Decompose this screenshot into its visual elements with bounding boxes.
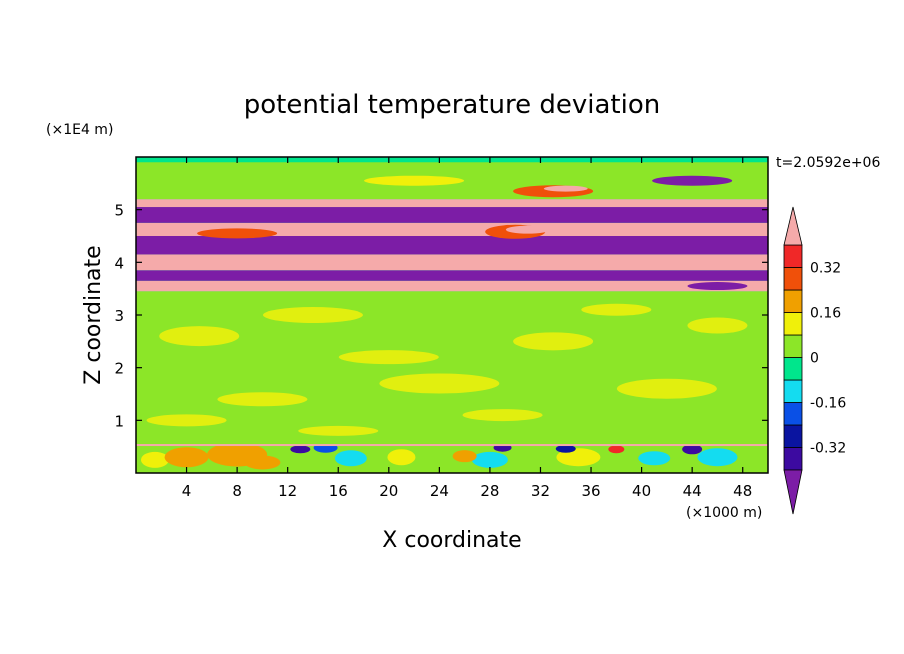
- field-patch: [616, 378, 717, 399]
- x-tick-label: 36: [581, 482, 600, 500]
- field-patch: [687, 317, 748, 334]
- field-patch: [513, 332, 594, 351]
- colorbar-label: -0.16: [810, 396, 846, 412]
- colorbar-box: [783, 312, 803, 336]
- field-feature: [687, 282, 748, 291]
- y-tick-label: 2: [114, 360, 124, 378]
- y-tick-label: 1: [114, 412, 124, 430]
- field-blob: [290, 445, 311, 454]
- colorbar-box: [783, 357, 803, 381]
- field-patch: [159, 326, 240, 347]
- field-patch: [581, 303, 652, 316]
- x-tick-label: 20: [379, 482, 398, 500]
- field-patch: [379, 373, 500, 394]
- field-band: [136, 207, 768, 223]
- y-tick-label: 3: [114, 307, 124, 325]
- x-tick-label: 4: [182, 482, 192, 500]
- colorbar-label: 0.16: [810, 306, 841, 322]
- field-patch: [146, 414, 227, 427]
- x-tick-label: 24: [430, 482, 449, 500]
- x-tick-label: 8: [232, 482, 242, 500]
- field-blob: [638, 451, 671, 466]
- colorbar-label: 0: [810, 351, 819, 367]
- field-band: [136, 236, 768, 255]
- y-unit-label: (×1E4 m): [46, 122, 113, 138]
- x-axis: 4 8 12 16 20 24 28 32 36 40 44 48: [182, 157, 752, 500]
- colorbar-box: [783, 402, 803, 426]
- field-blob: [164, 447, 209, 468]
- field-blob: [244, 455, 281, 470]
- colorbar-box: [783, 267, 803, 291]
- colorbar-extend-max: [783, 206, 803, 246]
- field-feature: [505, 225, 550, 234]
- field-band: [136, 254, 768, 271]
- y-axis: 1 2 3 4 5: [114, 202, 768, 430]
- field-feature: [652, 175, 733, 186]
- field-patch: [217, 392, 308, 407]
- contour-field: [136, 157, 768, 473]
- field-patch: [338, 350, 439, 365]
- field-blob: [471, 451, 508, 468]
- field-blob: [334, 450, 367, 467]
- x-axis-label: X coordinate: [382, 528, 521, 553]
- field-blob: [387, 449, 416, 466]
- colorbar-box: [783, 334, 803, 358]
- field-band: [136, 270, 768, 281]
- x-tick-label: 48: [733, 482, 752, 500]
- x-tick-label: 28: [480, 482, 499, 500]
- x-unit-label: (×1000 m): [686, 505, 762, 521]
- colorbar-box: [783, 244, 803, 268]
- y-tick-label: 4: [114, 254, 124, 272]
- colorbar-extend-min: [783, 469, 803, 515]
- colorbar: -0.32 -0.16 0 0.16 0.32: [783, 206, 846, 515]
- field-band: [136, 222, 768, 236]
- chart-title: potential temperature deviation: [244, 90, 660, 120]
- field-patch: [262, 307, 363, 323]
- y-axis-label: Z coordinate: [81, 245, 106, 384]
- field-feature: [364, 175, 465, 186]
- colorbar-box: [783, 379, 803, 403]
- field-band: [136, 291, 768, 445]
- field-blob: [140, 451, 169, 468]
- colorbar-box: [783, 447, 803, 471]
- x-tick-label: 40: [632, 482, 651, 500]
- x-tick-label: 12: [278, 482, 297, 500]
- field-patch: [462, 409, 543, 422]
- colorbar-label: -0.32: [810, 441, 846, 457]
- field-blob: [555, 444, 576, 453]
- field-blob: [452, 450, 477, 463]
- colorbar-box: [783, 289, 803, 313]
- x-tick-label: 16: [329, 482, 348, 500]
- field-blob: [697, 448, 738, 467]
- x-tick-label: 44: [683, 482, 702, 500]
- field-feature: [197, 228, 278, 239]
- colorbar-box: [783, 424, 803, 448]
- x-tick-label: 32: [531, 482, 550, 500]
- time-label: t=2.0592e+06: [776, 155, 880, 171]
- field-blob: [682, 444, 703, 455]
- field-band: [136, 280, 768, 292]
- field-band: [136, 199, 768, 208]
- colorbar-label: 0.32: [810, 261, 841, 277]
- field-feature: [543, 185, 588, 192]
- y-tick-label: 5: [114, 202, 124, 220]
- field-patch: [298, 425, 379, 436]
- field-blob: [608, 445, 625, 454]
